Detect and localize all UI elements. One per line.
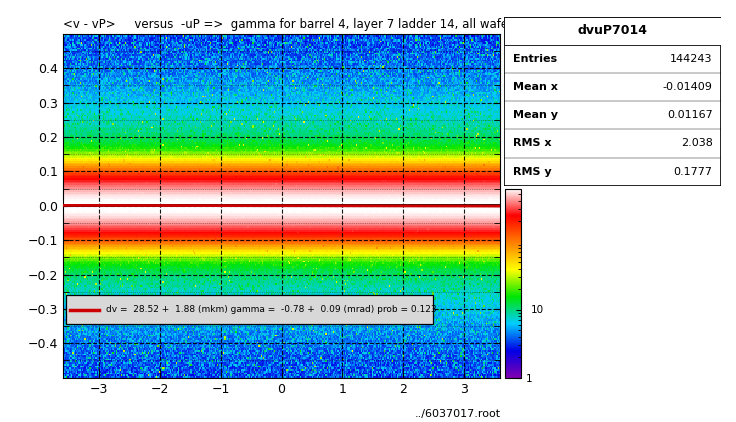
Text: ../6037017.root: ../6037017.root (414, 408, 500, 419)
Text: 10: 10 (531, 305, 544, 315)
Bar (504, 17, 721, 45)
Text: dvuP7014: dvuP7014 (578, 24, 648, 38)
Text: RMS y: RMS y (513, 167, 551, 177)
Text: 144243: 144243 (670, 54, 712, 64)
Text: Mean y: Mean y (513, 110, 558, 120)
Text: <v - vP>     versus  -uP =>  gamma for barrel 4, layer 7 ladder 14, all wafers: <v - vP> versus -uP => gamma for barrel … (63, 18, 519, 31)
Text: dv =  28.52 +  1.88 (mkm) gamma =  -0.78 +  0.09 (mrad) prob = 0.123: dv = 28.52 + 1.88 (mkm) gamma = -0.78 + … (106, 305, 437, 314)
Bar (66, 295, 434, 325)
Text: -0.01409: -0.01409 (662, 82, 712, 92)
Text: 2.038: 2.038 (681, 138, 712, 149)
Text: Mean x: Mean x (513, 82, 558, 92)
Text: 0.01167: 0.01167 (667, 110, 712, 120)
Text: Entries: Entries (513, 54, 557, 64)
Text: 0.1777: 0.1777 (673, 167, 712, 177)
Text: RMS x: RMS x (513, 138, 551, 149)
